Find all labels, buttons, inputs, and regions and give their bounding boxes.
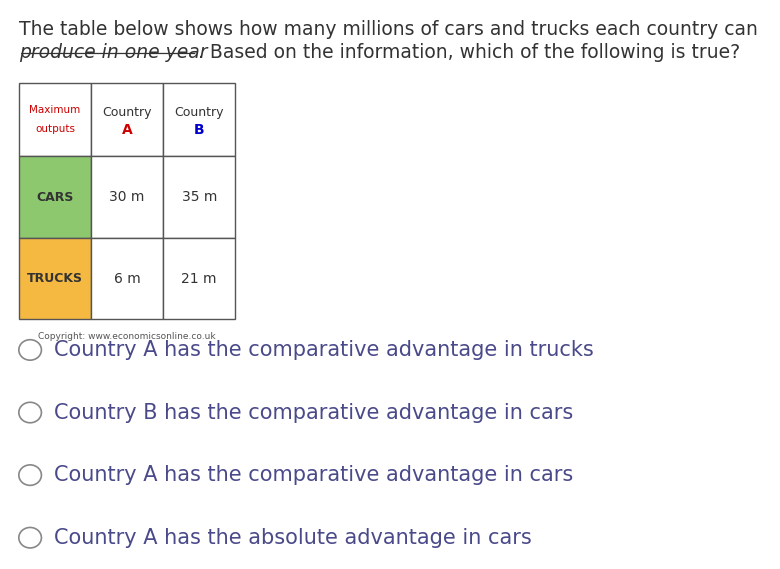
- Text: CARS: CARS: [36, 191, 73, 204]
- Text: 6 m: 6 m: [114, 271, 140, 286]
- Text: Country: Country: [102, 106, 152, 118]
- Text: The table below shows how many millions of cars and trucks each country can: The table below shows how many millions …: [19, 20, 757, 39]
- Bar: [19, 83, 91, 156]
- Bar: [19, 238, 91, 319]
- Text: Country A has the comparative advantage in cars: Country A has the comparative advantage …: [54, 465, 573, 485]
- Bar: [163, 156, 236, 238]
- Bar: [91, 156, 163, 238]
- Text: TRUCKS: TRUCKS: [27, 272, 83, 285]
- Text: Country B has the comparative advantage in cars: Country B has the comparative advantage …: [54, 402, 573, 423]
- Text: Country: Country: [175, 106, 224, 118]
- Bar: [163, 238, 236, 319]
- Text: B: B: [194, 123, 204, 137]
- Text: . Based on the information, which of the following is true?: . Based on the information, which of the…: [197, 43, 739, 61]
- Text: Maximum: Maximum: [30, 105, 80, 116]
- Text: Country A has the comparative advantage in trucks: Country A has the comparative advantage …: [54, 340, 594, 360]
- Text: 35 m: 35 m: [182, 190, 217, 204]
- Bar: [91, 83, 163, 156]
- Text: A: A: [122, 123, 133, 137]
- Text: 30 m: 30 m: [109, 190, 145, 204]
- Circle shape: [19, 340, 41, 360]
- Text: Copyright: www.economicsonline.co.uk: Copyright: www.economicsonline.co.uk: [38, 332, 216, 341]
- Circle shape: [19, 527, 41, 548]
- Text: produce in one year: produce in one year: [19, 43, 207, 61]
- Bar: [19, 156, 91, 238]
- Circle shape: [19, 402, 41, 423]
- Bar: [163, 83, 236, 156]
- Text: outputs: outputs: [35, 123, 75, 134]
- Circle shape: [19, 465, 41, 485]
- Text: 21 m: 21 m: [182, 271, 217, 286]
- Text: Country A has the absolute advantage in cars: Country A has the absolute advantage in …: [54, 527, 532, 548]
- Bar: [91, 238, 163, 319]
